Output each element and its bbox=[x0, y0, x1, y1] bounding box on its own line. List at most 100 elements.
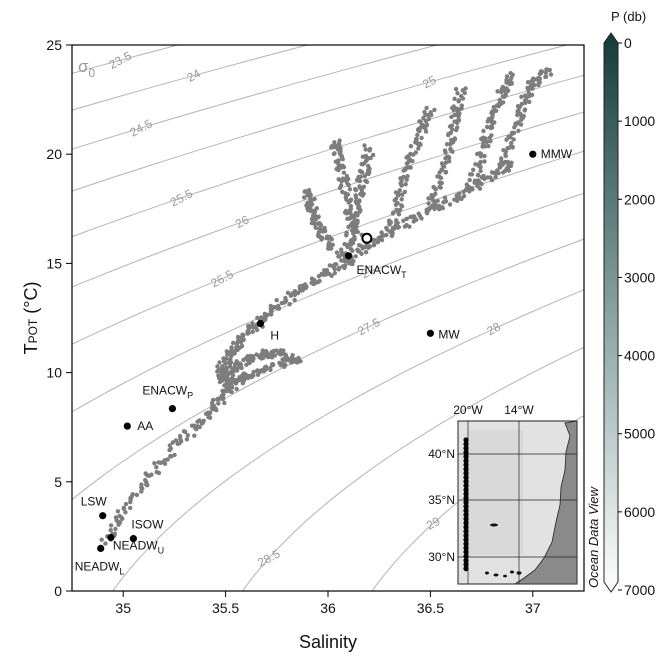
data-point bbox=[359, 244, 364, 249]
data-point bbox=[324, 268, 330, 273]
colorbar-title: P (db) bbox=[611, 9, 646, 24]
colorbar-tick-label: 5000 bbox=[624, 426, 655, 442]
water-mass-label: NEADWU bbox=[113, 539, 164, 556]
station-dot bbox=[463, 487, 469, 493]
data-point bbox=[210, 397, 216, 403]
data-point bbox=[420, 123, 426, 128]
data-point bbox=[432, 107, 437, 113]
data-point bbox=[216, 373, 221, 378]
water-mass-point bbox=[97, 544, 105, 553]
data-point bbox=[340, 176, 346, 181]
data-point bbox=[336, 177, 341, 182]
data-point bbox=[434, 205, 439, 210]
data-point bbox=[229, 345, 234, 350]
data-point bbox=[348, 247, 354, 252]
data-point bbox=[397, 207, 403, 212]
data-point bbox=[477, 186, 483, 191]
data-point bbox=[408, 144, 414, 149]
data-point bbox=[448, 147, 453, 152]
data-point bbox=[452, 119, 457, 124]
data-point bbox=[316, 230, 321, 235]
colorbar-tick-label: 2000 bbox=[624, 191, 655, 207]
data-point bbox=[461, 189, 466, 194]
isopycnal-line bbox=[72, 45, 439, 150]
data-point bbox=[478, 168, 483, 174]
data-point bbox=[543, 70, 548, 76]
data-point bbox=[292, 289, 298, 294]
station-dot bbox=[463, 491, 469, 497]
data-point bbox=[516, 128, 521, 133]
data-point bbox=[392, 198, 397, 203]
data-point bbox=[108, 528, 113, 533]
data-point bbox=[516, 107, 521, 113]
station-dot bbox=[463, 474, 469, 480]
station-dot bbox=[463, 545, 469, 551]
data-point bbox=[398, 181, 403, 186]
data-point bbox=[355, 220, 360, 226]
data-point bbox=[401, 218, 406, 223]
data-point bbox=[154, 465, 159, 470]
data-point bbox=[282, 364, 287, 369]
data-point bbox=[453, 86, 459, 92]
sigma-label: σ0 bbox=[78, 57, 96, 80]
data-point bbox=[425, 113, 431, 118]
data-point bbox=[217, 360, 222, 365]
data-point bbox=[430, 203, 435, 208]
data-point bbox=[426, 196, 431, 201]
data-point bbox=[336, 254, 341, 259]
data-point bbox=[365, 167, 371, 173]
data-point bbox=[455, 91, 460, 96]
data-point bbox=[219, 393, 224, 399]
station-dot bbox=[463, 537, 469, 543]
data-point bbox=[352, 237, 357, 242]
data-point bbox=[512, 125, 517, 130]
data-point bbox=[215, 364, 220, 369]
data-point bbox=[421, 115, 426, 121]
data-point bbox=[353, 193, 358, 198]
x-tick-label: 35 bbox=[115, 600, 131, 616]
data-point bbox=[121, 506, 127, 511]
data-point bbox=[280, 357, 285, 362]
data-point bbox=[509, 160, 514, 165]
data-point bbox=[351, 258, 356, 264]
data-point bbox=[486, 143, 491, 149]
data-point bbox=[336, 163, 341, 168]
data-point bbox=[353, 187, 359, 193]
data-point bbox=[238, 362, 244, 367]
data-point bbox=[139, 482, 144, 487]
data-point bbox=[216, 396, 222, 401]
isopycnal-line bbox=[72, 45, 310, 111]
data-point bbox=[437, 174, 442, 180]
data-point bbox=[177, 433, 183, 439]
data-point bbox=[490, 111, 495, 117]
data-point bbox=[457, 191, 462, 196]
data-point bbox=[303, 282, 308, 287]
data-point bbox=[232, 364, 237, 370]
data-point bbox=[221, 389, 226, 394]
data-point bbox=[173, 438, 179, 443]
data-point bbox=[120, 516, 125, 521]
data-point bbox=[446, 132, 451, 138]
station-dot bbox=[463, 541, 469, 547]
data-point bbox=[239, 343, 245, 349]
station-dot bbox=[463, 520, 469, 526]
data-point bbox=[431, 193, 436, 199]
data-point bbox=[197, 418, 202, 423]
data-point bbox=[411, 214, 417, 219]
data-point bbox=[482, 153, 487, 159]
data-point bbox=[414, 136, 419, 142]
data-point bbox=[447, 159, 452, 164]
data-point bbox=[240, 381, 245, 386]
data-point bbox=[341, 170, 347, 175]
data-point bbox=[99, 537, 104, 542]
data-point bbox=[478, 159, 483, 165]
data-point bbox=[235, 343, 240, 349]
data-point bbox=[519, 101, 525, 107]
data-point bbox=[316, 214, 321, 219]
data-point bbox=[234, 359, 239, 364]
data-point bbox=[449, 137, 454, 143]
colorbar-tick-label: 1000 bbox=[624, 113, 655, 129]
data-point bbox=[403, 182, 408, 187]
data-point bbox=[308, 206, 313, 211]
colorbar-tick-label: 7000 bbox=[624, 582, 655, 598]
